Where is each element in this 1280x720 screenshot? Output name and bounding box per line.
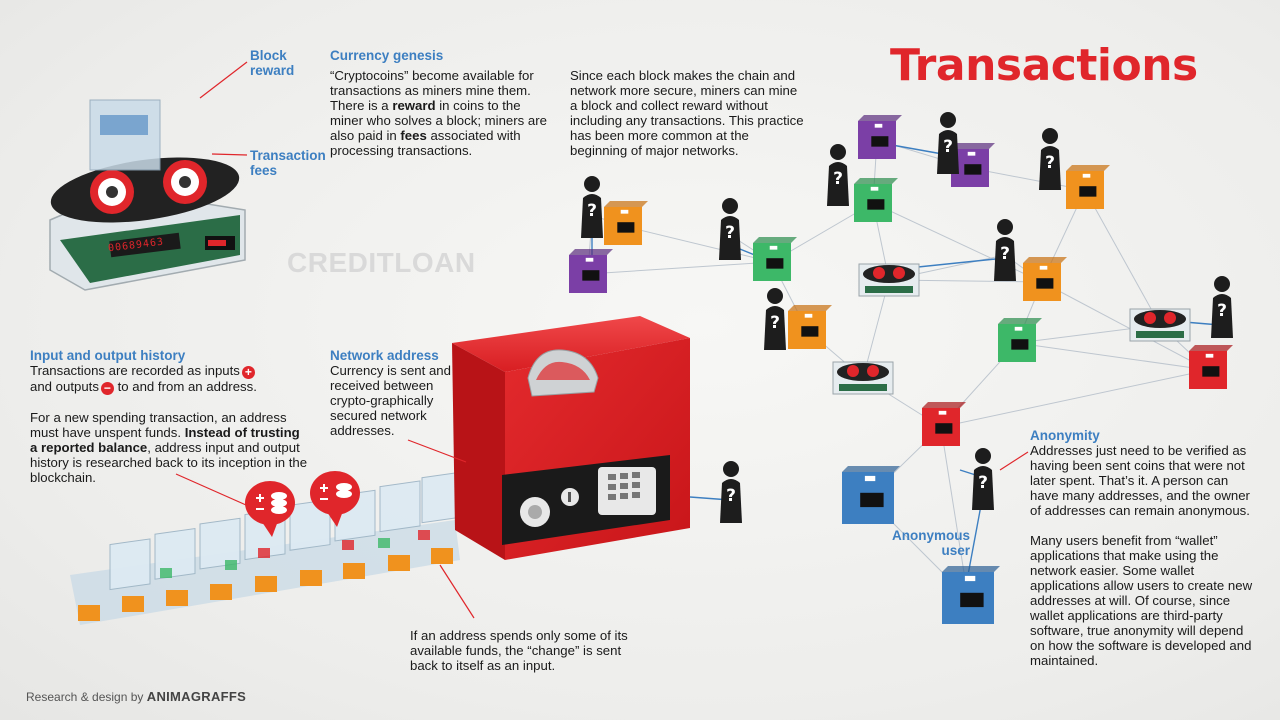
anonymity-body: Addresses just need to be verified as ha… — [1030, 443, 1253, 668]
unknown-mark: ? — [725, 223, 735, 243]
network-address-heading: Network address — [330, 348, 439, 363]
address-box-green — [854, 178, 898, 222]
address-box-orange — [604, 201, 648, 245]
io-history-body: Transactions are recorded as inputs + and… — [30, 363, 308, 485]
address-box-green — [998, 318, 1042, 362]
address-box-red — [1189, 345, 1233, 389]
anonymous-user-label: Anonymous user — [891, 528, 970, 558]
anonymous-person-icon: ? — [719, 198, 741, 260]
address-box-orange — [788, 305, 832, 349]
anonymous-person-icon: ? — [827, 144, 849, 206]
watermark: CREDITLOAN — [287, 247, 476, 278]
address-box-orange — [1066, 165, 1110, 209]
unknown-mark: ? — [1217, 301, 1227, 321]
plus-icon: + — [241, 366, 255, 379]
mining-rig — [49, 61, 248, 291]
anonymous-person-icon: ? — [1211, 276, 1233, 338]
miner-rig-icon — [858, 263, 920, 297]
secure-note: Since each block makes the chain and net… — [570, 68, 804, 158]
unknown-mark: ? — [726, 486, 736, 506]
anonymity-heading: Anonymity — [1030, 428, 1100, 443]
address-box-purple — [858, 115, 902, 159]
anonymous-person-icon: ? — [937, 112, 959, 174]
unknown-mark: ? — [833, 169, 843, 189]
anonymous-person-icon: ? — [581, 176, 603, 238]
address-box-orange — [1023, 257, 1067, 301]
network-address-body: Currency is sent and received between cr… — [330, 363, 451, 438]
anonymous-person-icon: ? — [720, 461, 742, 523]
anonymous-person-icon: ? — [1039, 128, 1061, 190]
credit: Research & design by ANIMAGRAFFS — [26, 689, 247, 704]
unknown-mark: ? — [978, 473, 988, 493]
anonymous-person-icon: ? — [764, 288, 786, 350]
address-box-blue — [842, 466, 900, 524]
address-box-blue — [942, 566, 1000, 624]
unknown-mark: ? — [943, 137, 953, 157]
block-reward-label: Block reward — [250, 48, 295, 78]
network-address-safe — [407, 316, 690, 560]
anonymous-person-icon: ? — [994, 219, 1016, 281]
currency-genesis-heading: Currency genesis — [330, 48, 444, 63]
anonymous-person-icon: ? — [972, 448, 994, 510]
unknown-mark: ? — [587, 201, 597, 221]
miner-rig-icon — [832, 361, 894, 395]
address-box-purple — [569, 249, 613, 293]
blockchain-row — [70, 471, 475, 625]
unknown-mark: ? — [1045, 153, 1055, 173]
currency-genesis-body: “Cryptocoins” become available for trans… — [330, 68, 547, 158]
minus-icon: − — [100, 382, 114, 395]
page-title: Transactions — [890, 40, 1198, 91]
unknown-mark: ? — [1000, 244, 1010, 264]
unknown-mark: ? — [770, 313, 780, 333]
io-history-heading: Input and output history — [30, 348, 186, 363]
address-box-green — [753, 237, 797, 281]
address-box-red — [922, 402, 966, 446]
transaction-fees-label: Transaction fees — [250, 148, 326, 178]
change-note: If an address spends only some of its av… — [410, 628, 628, 673]
io-bubble — [245, 471, 360, 537]
miner-rig-icon — [1129, 308, 1191, 342]
